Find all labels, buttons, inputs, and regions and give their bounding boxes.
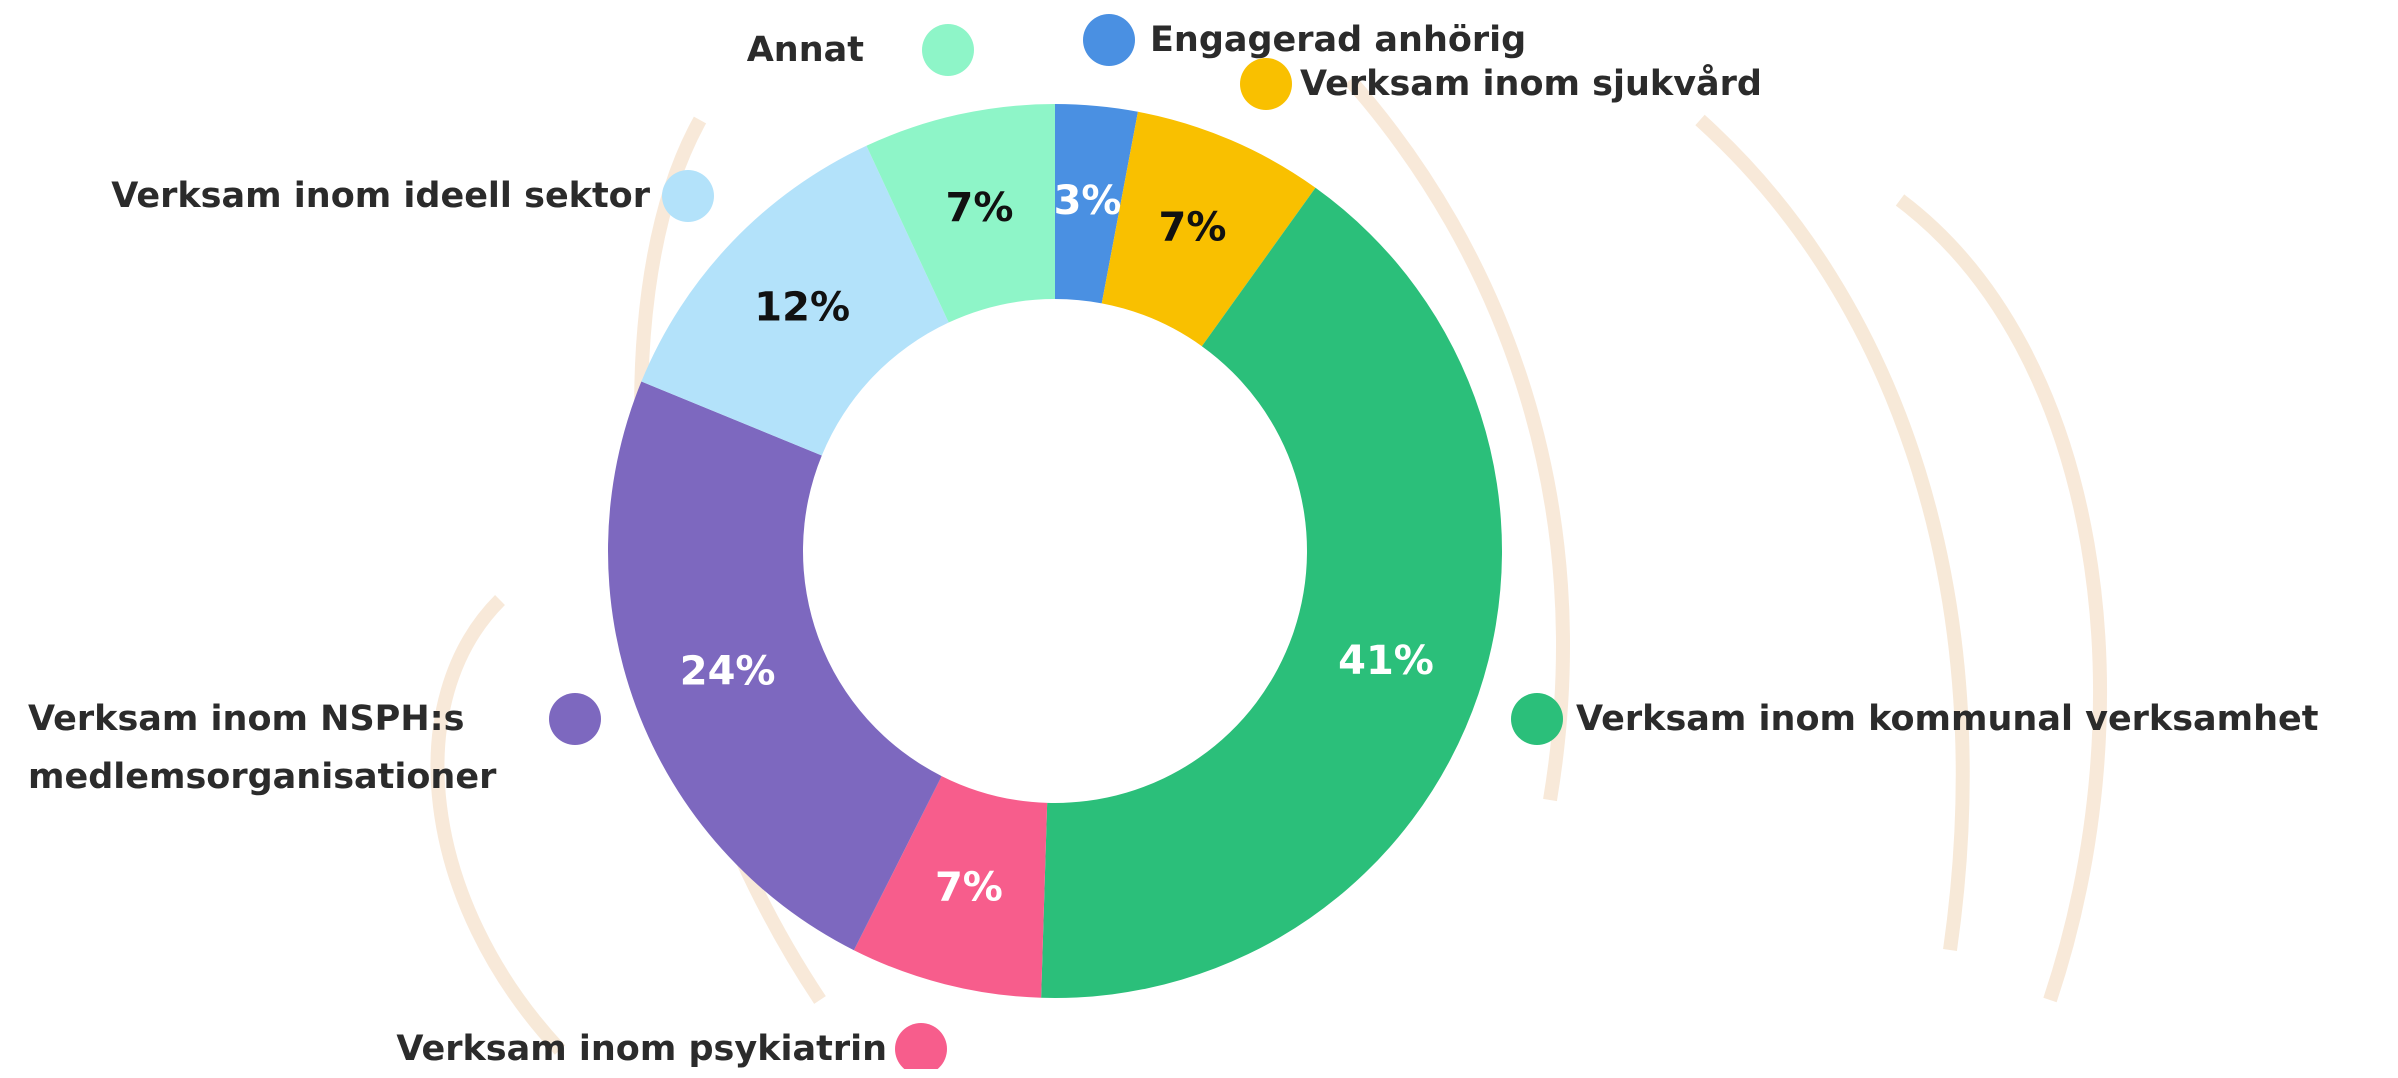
legend-label: Verksam inom sjukvård (1300, 55, 1762, 113)
legend-dot (1511, 693, 1563, 745)
value-label: 12% (754, 285, 850, 331)
legend-dot (662, 170, 714, 222)
value-label: 7% (935, 865, 1003, 911)
legend-label: Verksam inom ideell sektor (111, 167, 650, 225)
donut-slice (1041, 188, 1502, 998)
legend-label: Verksam inom NSPH:s medlemsorganisatione… (28, 690, 548, 806)
value-label: 7% (1159, 205, 1227, 251)
legend-dot (1083, 14, 1135, 66)
legend-label: Annat (747, 21, 864, 79)
value-label: 41% (1338, 638, 1434, 684)
legend-dot (922, 24, 974, 76)
value-label: 24% (680, 648, 776, 694)
page: 3%7%41%7%24%12%7% (() => { const data = … (0, 0, 2398, 1069)
value-label: 7% (946, 185, 1014, 231)
legend-label: Verksam inom psykiatrin (396, 1020, 887, 1078)
legend-dot (895, 1023, 947, 1069)
chart: 3% 7% 41% 7% 24% 12% 7% (0, 0, 2398, 1069)
legend-label: Verksam inom kommunal verksamhet (1576, 690, 2319, 748)
value-label: 3% (1054, 178, 1122, 224)
legend-dot (549, 693, 601, 745)
